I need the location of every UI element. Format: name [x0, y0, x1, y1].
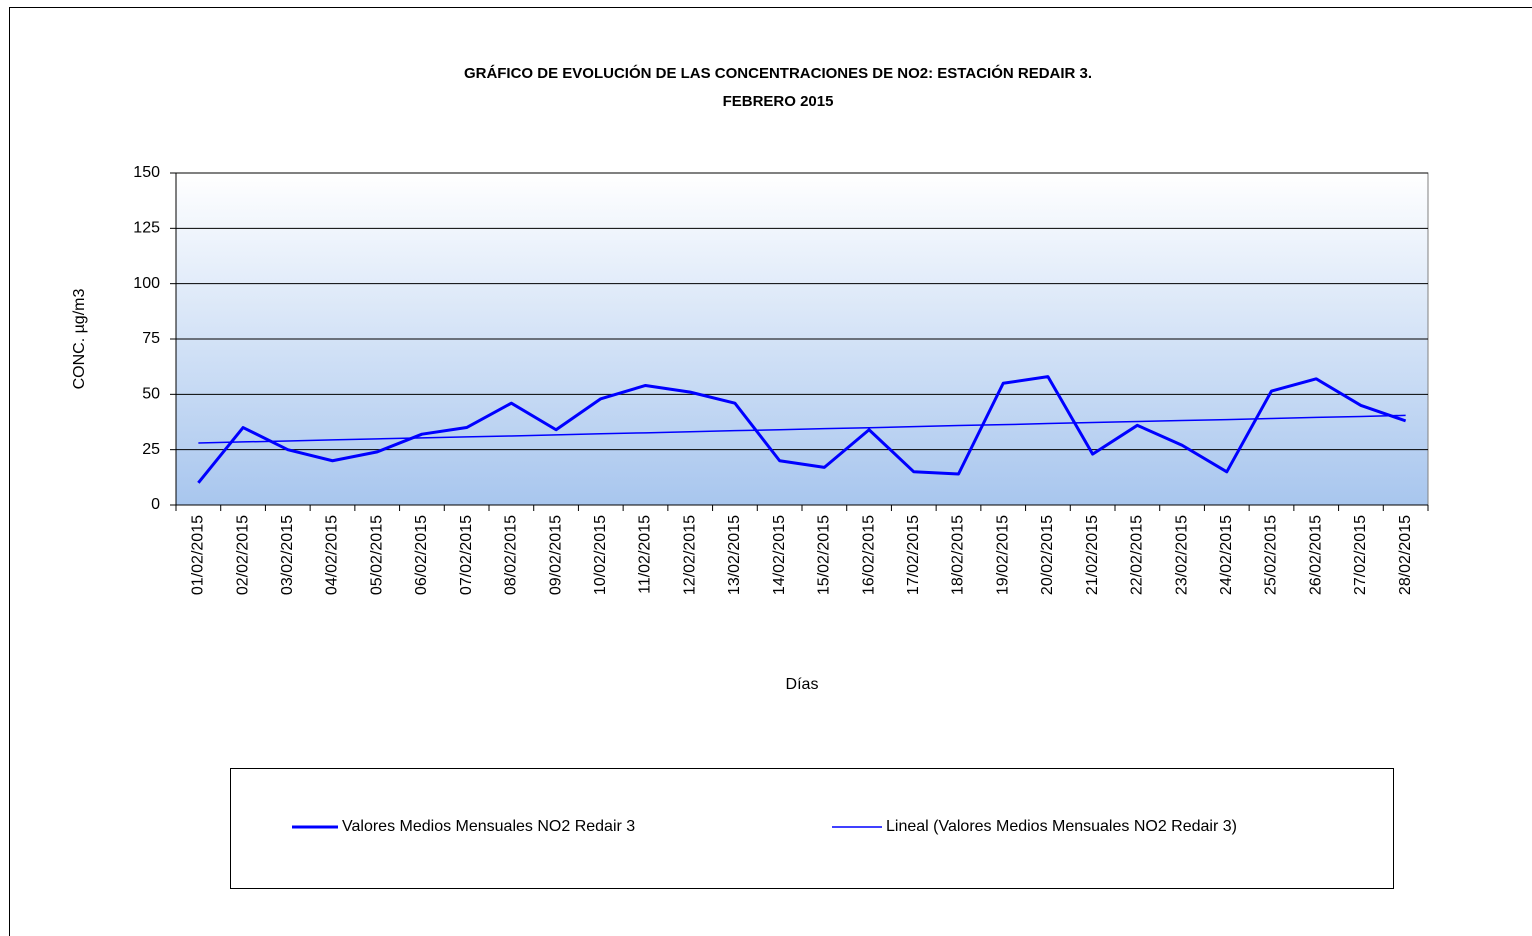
- x-tick-label: 14/02/2015: [771, 515, 788, 595]
- y-tick-label: 50: [142, 386, 160, 403]
- x-tick-label: 09/02/2015: [547, 515, 564, 595]
- x-axis-label: Días: [786, 676, 819, 693]
- x-tick-label: 28/02/2015: [1397, 515, 1414, 595]
- y-tick-label: 75: [142, 330, 160, 347]
- x-tick-label: 18/02/2015: [950, 515, 967, 595]
- legend-label: Lineal (Valores Medios Mensuales NO2 Red…: [886, 818, 1237, 835]
- x-tick-label: 24/02/2015: [1218, 515, 1235, 595]
- x-tick-label: 07/02/2015: [458, 515, 475, 595]
- x-tick-label: 03/02/2015: [279, 515, 296, 595]
- x-tick-label: 04/02/2015: [324, 515, 341, 595]
- x-tick-label: 26/02/2015: [1307, 515, 1324, 595]
- legend-label: Valores Medios Mensuales NO2 Redair 3: [342, 818, 635, 835]
- x-tick-label: 01/02/2015: [190, 515, 207, 595]
- chart-subtitle: FEBRERO 2015: [723, 93, 834, 110]
- x-tick-label: 11/02/2015: [637, 515, 654, 594]
- x-tick-label: 23/02/2015: [1173, 515, 1190, 595]
- series-line: [198, 414, 1406, 444]
- y-tick-label: 100: [133, 275, 160, 292]
- y-tick-label: 0: [151, 496, 160, 513]
- chart-title: GRÁFICO DE EVOLUCIÓN DE LAS CONCENTRACIO…: [464, 64, 1092, 82]
- x-tick-label: 22/02/2015: [1129, 515, 1146, 595]
- x-tick-label: 20/02/2015: [1039, 515, 1056, 595]
- y-tick-label: 125: [133, 220, 160, 237]
- x-tick-label: 05/02/2015: [368, 515, 385, 595]
- x-tick-label: 15/02/2015: [816, 515, 833, 595]
- y-axis-label: CONC. µg/m3: [71, 289, 88, 390]
- x-tick-label: 13/02/2015: [726, 515, 743, 595]
- x-tick-label: 17/02/2015: [905, 515, 922, 595]
- y-tick-label: 150: [133, 164, 160, 181]
- x-tick-label: 16/02/2015: [860, 515, 877, 595]
- y-tick-label: 25: [142, 441, 160, 458]
- chart-frame: [9, 7, 1532, 936]
- x-tick-label: 12/02/2015: [681, 515, 698, 595]
- x-tick-label: 21/02/2015: [1084, 515, 1101, 595]
- x-tick-label: 25/02/2015: [1263, 515, 1280, 595]
- series-line: [197, 375, 1407, 484]
- legend-box: [230, 768, 1394, 889]
- x-tick-label: 27/02/2015: [1352, 515, 1369, 595]
- x-tick-label: 19/02/2015: [994, 515, 1011, 595]
- x-tick-label: 08/02/2015: [503, 515, 520, 595]
- x-tick-label: 10/02/2015: [592, 515, 609, 595]
- x-tick-label: 02/02/2015: [234, 515, 251, 595]
- x-tick-label: 06/02/2015: [413, 515, 430, 595]
